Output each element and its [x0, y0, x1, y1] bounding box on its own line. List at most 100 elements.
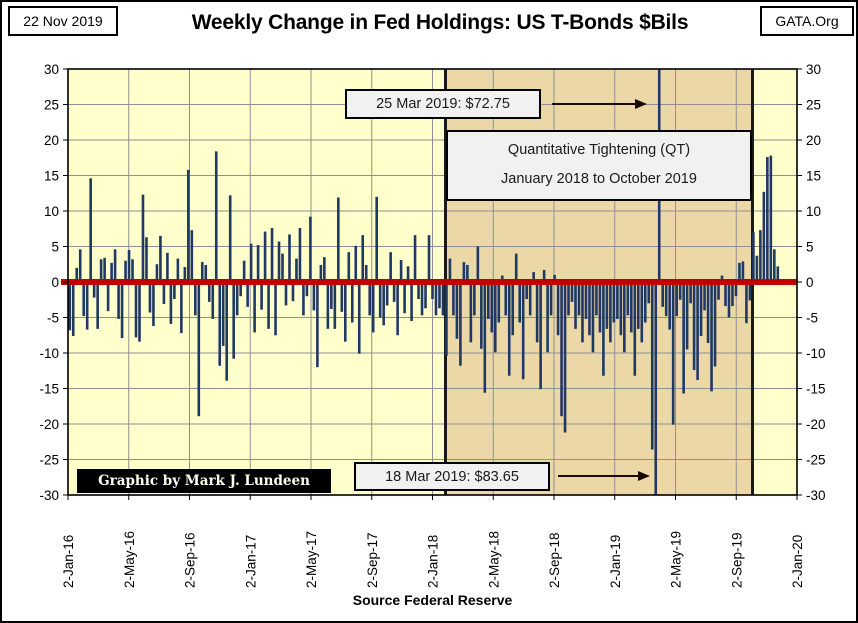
bar [305, 282, 309, 297]
bar [131, 259, 134, 282]
bar [539, 282, 542, 390]
bar [228, 195, 232, 282]
y-axis-label-left: 30 [44, 62, 59, 77]
bar [284, 282, 288, 306]
bar [623, 282, 626, 353]
bar [630, 282, 633, 333]
bar [180, 282, 183, 334]
bar [330, 282, 333, 309]
bar [155, 264, 159, 282]
bar [403, 282, 406, 314]
bar [382, 282, 385, 326]
bar [117, 282, 120, 319]
x-axis-label: 2-May-18 [486, 531, 501, 588]
y-axis-label-left: 20 [44, 133, 59, 148]
bar [609, 282, 612, 343]
bar [120, 282, 124, 339]
bar [462, 262, 466, 282]
bar [581, 282, 584, 343]
bar [521, 282, 525, 380]
bar [431, 282, 434, 300]
bar [588, 282, 591, 336]
credit-box: Graphic by Mark J. Lundeen [77, 469, 331, 493]
bar [211, 282, 215, 319]
bar [675, 282, 678, 317]
bar [106, 282, 110, 312]
y-axis-label-right: -10 [806, 346, 826, 361]
bar [263, 231, 267, 282]
qt-label-line1: Quantitative Tightening (QT) [507, 142, 691, 158]
bar [605, 282, 609, 329]
bar [291, 282, 295, 302]
bar [706, 282, 710, 344]
y-axis-label-left: 0 [51, 275, 59, 290]
bar [476, 246, 480, 282]
bar [717, 282, 720, 300]
bar [295, 258, 298, 282]
bar [762, 191, 766, 282]
bar [173, 282, 176, 300]
bar [647, 282, 651, 304]
bar [616, 282, 619, 319]
bar [281, 253, 284, 282]
annotation-18mar-text: 18 Mar 2019: $83.65 [385, 468, 519, 485]
bar [194, 282, 197, 316]
bar [162, 282, 166, 305]
bar [187, 169, 190, 282]
bar [668, 282, 671, 330]
bar [361, 235, 365, 282]
bar [511, 282, 515, 336]
bar [455, 282, 459, 339]
y-axis-label-left: -15 [39, 382, 59, 397]
bar [685, 282, 689, 350]
y-axis-label-left: -30 [39, 488, 59, 503]
bar [448, 258, 452, 282]
bar [514, 253, 518, 282]
y-axis-label-left: 25 [44, 98, 59, 113]
bar [312, 282, 316, 311]
credit-text: Graphic by Mark J. Lundeen [98, 473, 310, 489]
bar [434, 282, 438, 316]
site-box: GATA.Org [760, 6, 854, 36]
bar [584, 282, 588, 319]
bar [392, 282, 396, 302]
bar [727, 282, 731, 318]
bar [532, 272, 535, 282]
bar [347, 252, 351, 282]
bar [490, 282, 494, 333]
bar [96, 282, 99, 329]
bar [570, 282, 574, 302]
bar [389, 252, 392, 282]
bar [256, 245, 260, 282]
bar [214, 151, 218, 282]
bar [148, 282, 152, 313]
bar [340, 282, 344, 312]
bar [710, 282, 713, 392]
bar [378, 282, 382, 318]
bar [720, 275, 724, 282]
y-axis-label-right: 0 [806, 275, 814, 290]
bar [745, 282, 748, 324]
bar [375, 196, 378, 282]
bar [525, 282, 528, 300]
y-axis-label-left: -5 [47, 311, 59, 326]
y-axis-label-left: 15 [44, 169, 59, 184]
bar [357, 282, 361, 354]
bar [438, 282, 441, 309]
bar [277, 241, 281, 282]
bar [333, 282, 337, 329]
bar [459, 282, 462, 366]
bar [364, 264, 368, 282]
y-axis-label-right: -15 [806, 382, 826, 397]
annotation-25mar: 25 Mar 2019: $72.75 [345, 89, 541, 119]
bar [169, 282, 173, 324]
bar [225, 282, 229, 381]
bar [152, 282, 155, 327]
bar [138, 282, 141, 342]
bar [752, 232, 755, 282]
bar [724, 282, 727, 307]
bar [260, 282, 263, 310]
bar [493, 282, 497, 353]
bar [316, 282, 319, 368]
bar [713, 282, 717, 367]
